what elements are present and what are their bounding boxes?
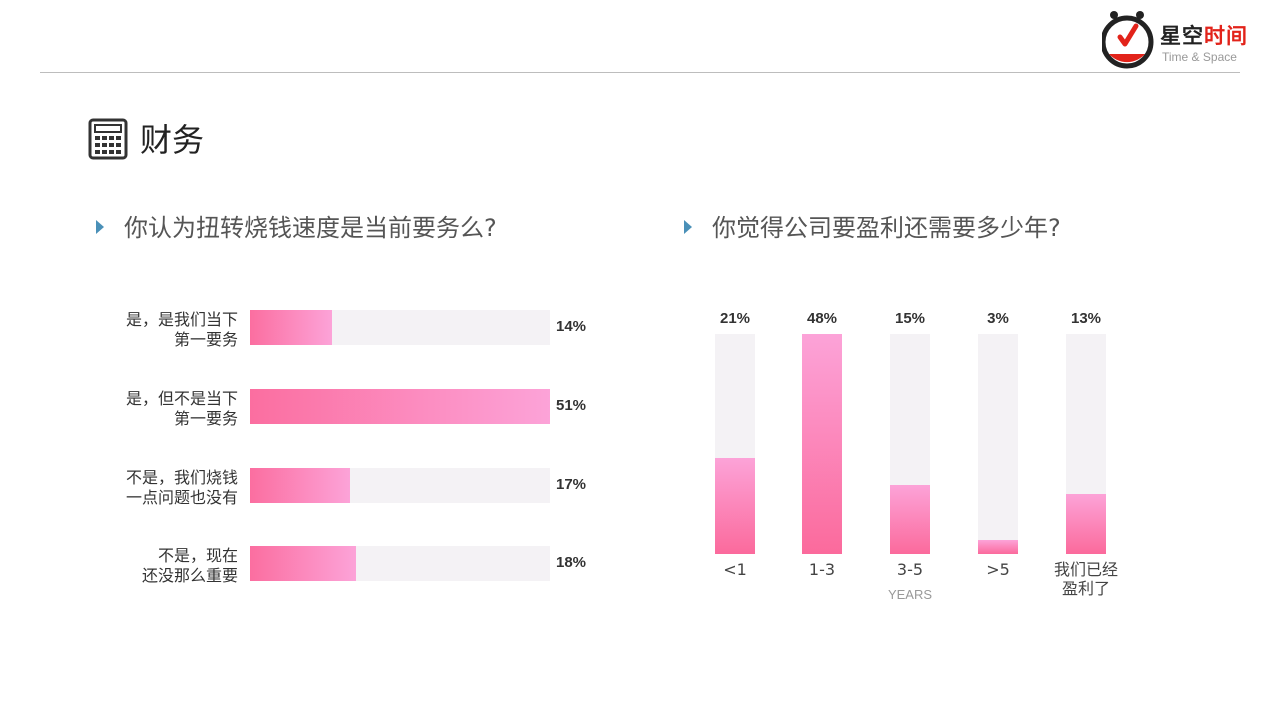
category-label-line: 不是，我们烧钱: [125, 468, 238, 487]
value-label: 51%: [556, 397, 587, 414]
x-axis-title: YEARS: [887, 587, 933, 602]
category-label-line: 一点问题也没有: [125, 488, 238, 507]
value-label: 18%: [556, 554, 587, 571]
category-label-line: 是，是我们当下: [125, 310, 238, 329]
tick-label: 我们已经 盈利了: [1032, 560, 1140, 598]
category-label: 是，但不是当下 第一要务: [68, 389, 238, 429]
tick-label-line: 1-3: [808, 560, 836, 579]
bar: [250, 468, 350, 503]
value-label: 21%: [719, 310, 751, 327]
tick-label: >5: [944, 560, 1052, 579]
section-title: 财务: [140, 121, 205, 159]
category-label-line: 第一要务: [173, 409, 238, 428]
question-1-text: 你认为扭转烧钱速度是当前要务么?: [124, 214, 497, 242]
bar: [802, 334, 842, 554]
bar-column: 21% <1: [691, 0, 779, 579]
question-2: 你觉得公司要盈利还需要多少年?: [684, 210, 1061, 246]
bar: [250, 389, 550, 424]
alarm-clock-logo-icon: [1102, 11, 1154, 69]
category-label: 不是，我们烧钱 一点问题也没有: [68, 468, 238, 508]
value-label: 3%: [987, 310, 1009, 327]
tick-label-line: >5: [986, 560, 1010, 579]
bar-column: 15% 3-5: [866, 0, 954, 579]
bar-track: [250, 468, 550, 503]
bar-row: 是，是我们当下 第一要务 14%: [0, 310, 640, 370]
value-label: 48%: [806, 310, 838, 327]
bar: [1066, 494, 1106, 554]
bar-column: 3% >5: [954, 0, 1042, 579]
calculator-icon: [88, 118, 128, 160]
tick-label-line: 3-5: [896, 560, 924, 579]
bar-column: 13% 我们已经 盈利了: [1042, 0, 1130, 598]
bar-track: [890, 334, 930, 554]
bar-track: [978, 334, 1018, 554]
value-label: 15%: [894, 310, 926, 327]
tick-label: <1: [681, 560, 789, 579]
value-label: 13%: [1070, 310, 1102, 327]
bar-row: 不是，我们烧钱 一点问题也没有 17%: [0, 468, 640, 528]
tick-label-line: <1: [723, 560, 747, 579]
question-1: 你认为扭转烧钱速度是当前要务么?: [96, 210, 497, 246]
bar: [715, 458, 755, 554]
value-label: 14%: [556, 318, 587, 335]
value-label: 17%: [556, 476, 587, 493]
brand-logo: 星空时间 Time & Space: [1102, 6, 1247, 70]
bar-track: [1066, 334, 1106, 554]
bar: [250, 310, 332, 345]
category-label: 不是，现在 还没那么重要: [68, 546, 238, 586]
bar: [250, 546, 356, 581]
caret-right-icon: [96, 220, 104, 234]
bar: [890, 485, 930, 554]
bar-track: [250, 389, 550, 424]
bar-row: 是，但不是当下 第一要务 51%: [0, 389, 640, 449]
logo-chinese-text: 星空时间: [1160, 24, 1248, 48]
bar-track: [715, 334, 755, 554]
bar-track: [250, 310, 550, 345]
category-label-line: 是，但不是当下: [125, 389, 238, 408]
category-label: 是，是我们当下 第一要务: [68, 310, 238, 350]
header-divider: [40, 72, 1240, 73]
caret-right-icon: [684, 220, 692, 234]
bar-track: [250, 546, 550, 581]
tick-label-line: 我们已经: [1053, 560, 1118, 579]
bar: [978, 540, 1018, 554]
tick-label: 1-3: [768, 560, 876, 579]
question-2-text: 你觉得公司要盈利还需要多少年?: [712, 214, 1061, 242]
bar-track: [802, 334, 842, 554]
bar-column: 48% 1-3: [778, 0, 866, 579]
category-label-line: 还没那么重要: [141, 566, 238, 585]
bar-row: 不是，现在 还没那么重要 18%: [0, 546, 640, 606]
tick-label: 3-5: [856, 560, 964, 579]
category-label-line: 不是，现在: [157, 546, 238, 565]
tick-label-line: 盈利了: [1061, 579, 1110, 598]
category-label-line: 第一要务: [173, 330, 238, 349]
logo-english-text: Time & Space: [1162, 50, 1237, 64]
